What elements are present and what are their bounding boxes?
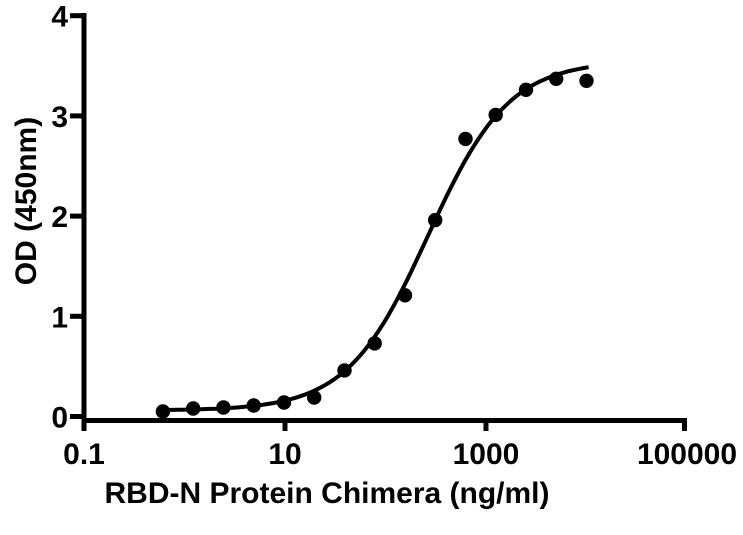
- data-point: [216, 400, 231, 415]
- data-point: [155, 404, 171, 419]
- data-point: [458, 131, 473, 147]
- x-tick-label: 100000: [637, 438, 737, 471]
- data-point: [518, 82, 534, 98]
- x-tick-label: 10: [268, 438, 301, 471]
- data-point: [246, 398, 261, 413]
- x-tick-label: 0.1: [63, 438, 105, 471]
- data-point: [488, 107, 503, 123]
- data-point: [428, 212, 443, 228]
- y-tick-label: 1: [51, 301, 68, 334]
- y-tick-label: 0: [51, 402, 68, 435]
- y-tick-label: 4: [51, 1, 68, 34]
- x-axis-title: RBD-N Protein Chimera (ng/ml): [104, 477, 549, 510]
- x-tick-label: 1000: [453, 438, 520, 471]
- fit-curve: [158, 65, 589, 412]
- data-point: [549, 71, 564, 87]
- data-point: [367, 336, 382, 351]
- data-point: [337, 363, 352, 378]
- data-point: [307, 390, 322, 405]
- y-tick-label: 3: [51, 101, 68, 134]
- data-point: [276, 395, 292, 410]
- y-tick-label: 2: [51, 201, 68, 234]
- y-axis-title: OD (450nm): [10, 117, 43, 285]
- data-point: [397, 288, 413, 303]
- chart-generated-layer: 0.1 10 1000 100000 0 1 2 3 4: [51, 1, 737, 471]
- data-point: [186, 401, 201, 416]
- data-point: [579, 73, 594, 89]
